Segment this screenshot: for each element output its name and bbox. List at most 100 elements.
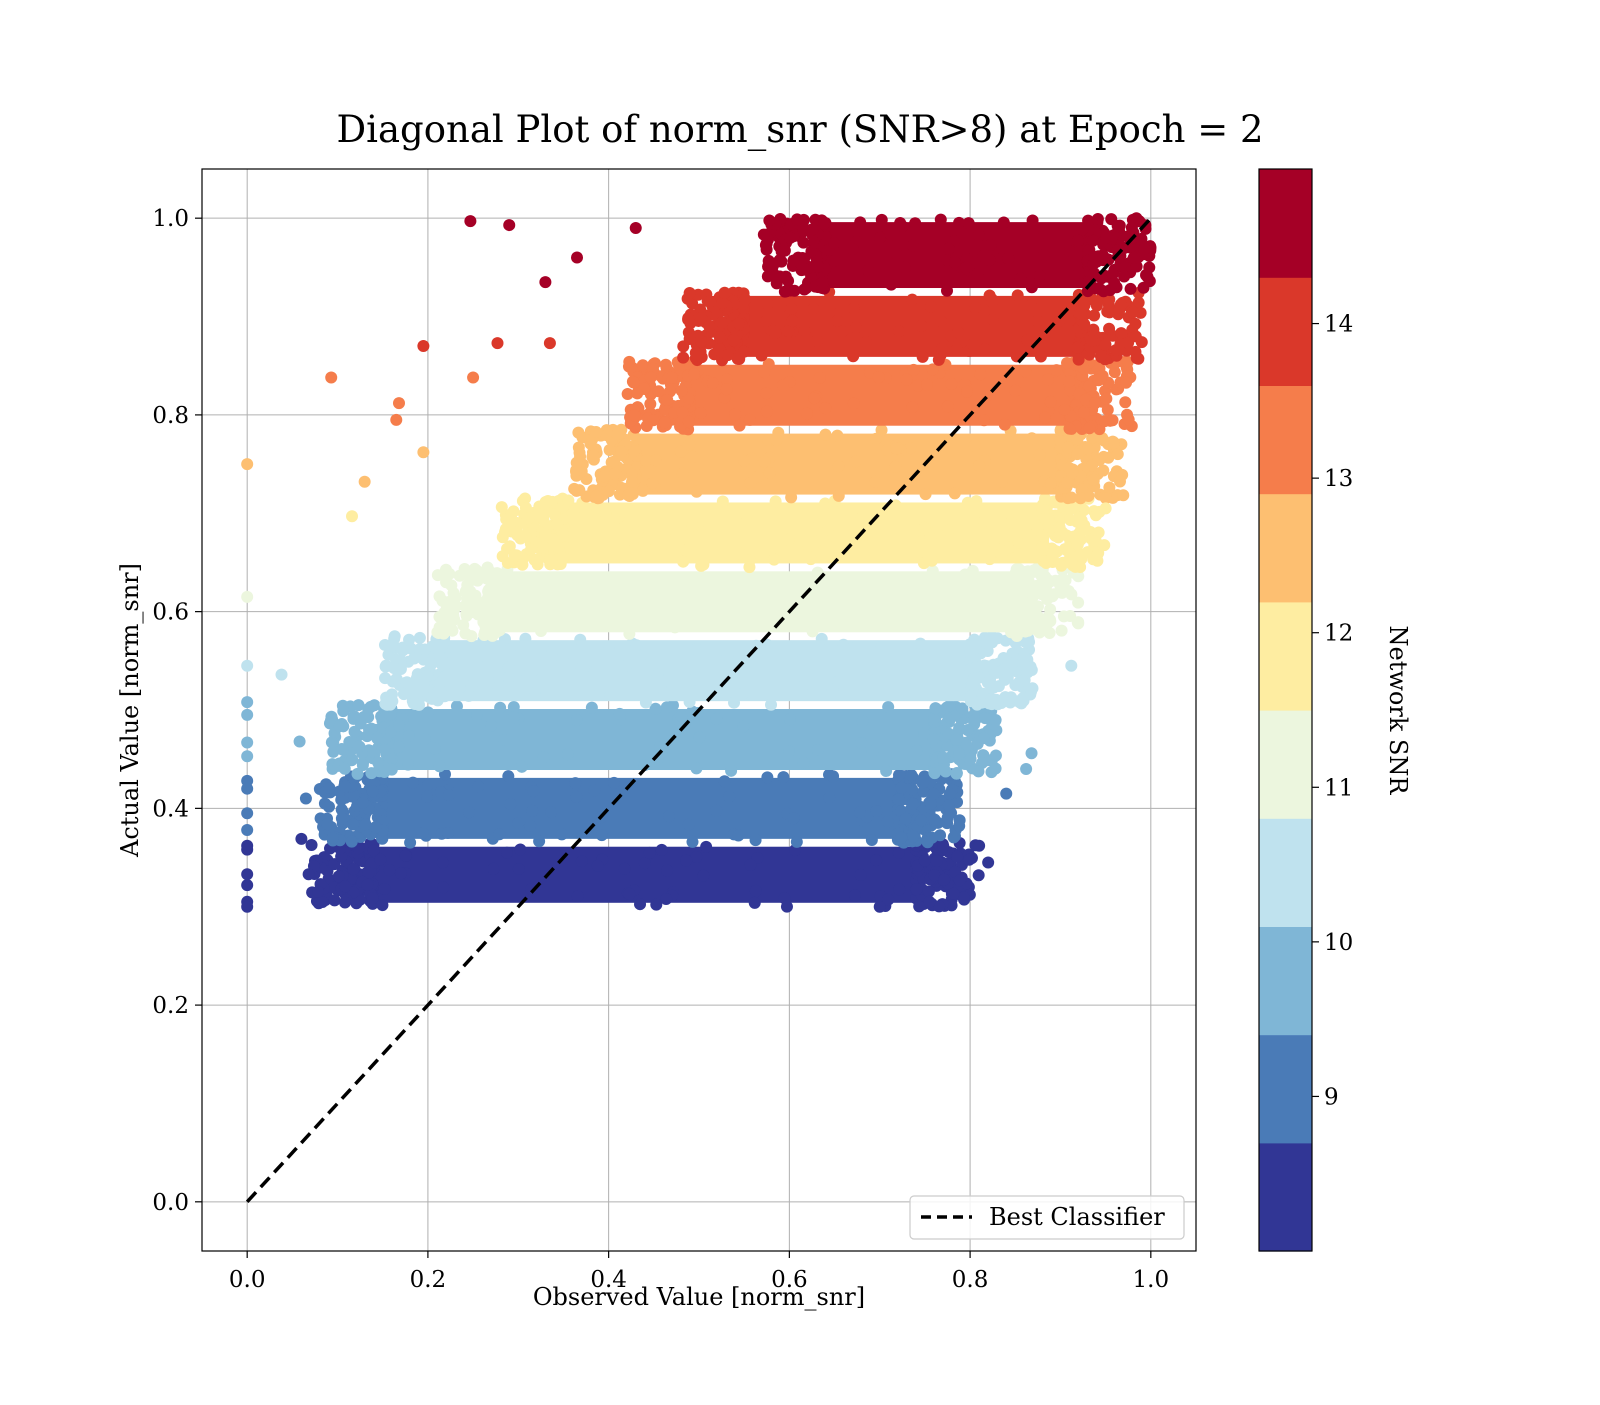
scatter-point	[574, 633, 587, 646]
scatter-point	[325, 714, 338, 727]
scatter-point	[1086, 459, 1099, 472]
y-tick-label: 0.2	[152, 993, 189, 1019]
scatter-point	[1124, 282, 1137, 295]
scatter-point	[655, 843, 668, 856]
scatter-point	[524, 819, 537, 832]
scatter-point	[485, 719, 498, 732]
scatter-point	[740, 516, 753, 529]
scatter-point	[804, 553, 817, 566]
scatter-point	[765, 698, 778, 711]
scatter-point	[690, 485, 703, 498]
scatter-point-outlier	[241, 782, 254, 795]
scatter-point	[782, 274, 795, 287]
scatter-point-outlier	[390, 413, 403, 426]
scatter-point	[991, 632, 1004, 645]
scatter-point	[470, 709, 483, 722]
scatter-point	[322, 800, 335, 813]
scatter-point	[836, 325, 849, 338]
scatter-point	[872, 371, 885, 384]
scatter-point	[970, 660, 983, 673]
scatter-point	[928, 869, 941, 882]
scatter-point	[680, 854, 693, 867]
scatter-point	[511, 817, 524, 830]
scatter-point	[909, 217, 922, 230]
scatter-point	[1132, 296, 1145, 309]
scatter-point	[916, 776, 929, 789]
scatter-point	[847, 397, 860, 410]
scatter-point	[1118, 270, 1131, 283]
scatter-point	[515, 760, 528, 773]
scatter-point	[785, 302, 798, 315]
scatter-point	[1063, 375, 1076, 388]
scatter-point	[433, 621, 446, 634]
scatter-point	[953, 874, 966, 887]
scatter-point	[904, 442, 917, 455]
scatter-point	[814, 586, 827, 599]
scatter-point	[348, 725, 361, 738]
scatter-point	[1053, 521, 1066, 534]
scatter-point	[674, 445, 687, 458]
scatter-point	[507, 700, 520, 713]
scatter-point	[998, 575, 1011, 588]
scatter-point	[591, 859, 604, 872]
scatter-point	[383, 864, 396, 877]
scatter-point	[321, 818, 334, 831]
scatter-point	[615, 445, 628, 458]
scatter-point	[682, 392, 695, 405]
scatter-point	[893, 883, 906, 896]
scatter-point-outlier	[241, 900, 254, 913]
scatter-point	[345, 835, 358, 848]
scatter-point	[1014, 620, 1027, 633]
scatter-point	[431, 569, 444, 582]
scatter-point	[546, 645, 559, 658]
scatter-point	[1044, 615, 1057, 628]
scatter-point	[659, 358, 672, 371]
scatter-point	[870, 432, 883, 445]
scatter-point	[806, 625, 819, 638]
scatter-point	[889, 460, 902, 473]
scatter-point	[728, 696, 741, 709]
scatter-point	[622, 489, 635, 502]
scatter-point-outlier	[241, 807, 254, 820]
scatter-point	[956, 702, 969, 715]
scatter-point	[325, 736, 338, 749]
band-dense-core	[631, 433, 1065, 495]
scatter-point	[926, 565, 939, 578]
scatter-point	[966, 338, 979, 351]
scatter-point	[915, 814, 928, 827]
scatter-point	[942, 242, 955, 255]
scatter-point	[992, 680, 1005, 693]
scatter-point	[487, 862, 500, 875]
scatter-point	[972, 229, 985, 242]
scatter-point	[892, 846, 905, 859]
scatter-point	[393, 719, 406, 732]
scatter-point	[1081, 442, 1094, 455]
scatter-point	[347, 863, 360, 876]
scatter-point	[668, 621, 681, 634]
x-axis-label: Observed Value [norm_snr]	[533, 1283, 865, 1311]
scatter-point	[339, 880, 352, 893]
y-tick-label: 0.0	[152, 1190, 189, 1216]
scatter-point	[782, 324, 795, 337]
scatter-point	[1071, 341, 1084, 354]
scatter-point	[977, 732, 990, 745]
scatter-point	[1019, 597, 1032, 610]
scatter-point	[1077, 406, 1090, 419]
scatter-point	[571, 890, 584, 903]
scatter-point	[786, 314, 799, 327]
scatter-point	[649, 702, 662, 715]
scatter-point	[660, 701, 673, 714]
scatter-point	[846, 243, 859, 256]
scatter-point	[623, 627, 636, 640]
scatter-point	[650, 898, 663, 911]
scatter-point	[418, 643, 431, 656]
scatter-point-outlier	[543, 337, 556, 350]
scatter-point	[919, 488, 932, 501]
scatter-point	[1031, 315, 1044, 328]
scatter-point	[1088, 397, 1101, 410]
colorbar-frame	[1258, 168, 1313, 1252]
scatter-point	[875, 213, 888, 226]
scatter-point	[494, 701, 507, 714]
scatter-point	[961, 724, 974, 737]
scatter-point	[672, 681, 685, 694]
